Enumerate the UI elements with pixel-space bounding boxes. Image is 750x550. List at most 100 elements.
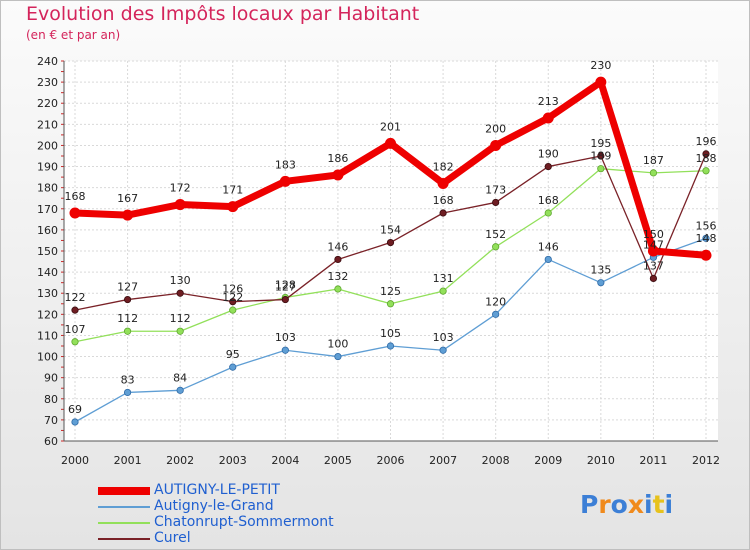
y-tick-label: 200 [37,139,58,152]
data-point-curel [702,150,710,158]
data-label-autigny-le-petit: 172 [170,182,191,195]
data-label-curel: 127 [275,281,296,294]
data-point-curel [71,306,79,314]
y-tick-label: 130 [37,287,58,300]
data-label-chatonrupt-sommermont: 188 [696,152,717,165]
data-point-chatonrupt-sommermont [71,338,79,346]
y-tick-label: 180 [37,182,58,195]
data-label-chatonrupt-sommermont: 112 [117,312,138,325]
data-labels: 168 167 172 171 183 186 201 182 200 213 230 150 148 6… [65,59,717,416]
data-point-chatonrupt-sommermont [492,243,500,251]
y-tick-label: 150 [37,245,58,258]
data-label-curel: 126 [222,283,243,296]
data-point-autigny-le-grand [229,363,237,371]
legend-swatch [98,506,150,508]
data-label-autigny-le-petit: 213 [538,95,559,108]
x-tick-label: 2011 [639,454,667,467]
data-point-autigny-le-grand [597,279,605,287]
data-label-chatonrupt-sommermont: 112 [170,312,191,325]
data-label-autigny-le-grand: 135 [590,264,611,277]
data-label-curel: 196 [696,135,717,148]
data-label-curel: 154 [380,224,401,237]
data-point-autigny-le-grand [386,342,395,350]
x-tick-label: 2006 [377,454,405,467]
data-label-autigny-le-petit: 167 [117,192,138,205]
legend-label: Autigny-le-Grand [154,498,274,514]
data-point-chatonrupt-sommermont [597,165,605,173]
data-point-autigny-le-grand [334,352,342,361]
y-tick-label: 170 [37,203,58,216]
data-label-autigny-le-grand: 120 [485,295,506,308]
data-point-autigny-le-petit [69,207,81,219]
data-point-curel [229,298,237,306]
y-tick-label: 240 [37,55,58,68]
y-tick-label: 140 [37,266,58,279]
data-label-autigny-le-petit: 168 [65,190,86,203]
y-tick-label: 230 [37,76,58,89]
data-point-chatonrupt-sommermont [649,169,658,177]
data-point-curel [649,274,658,283]
data-label-curel: 173 [485,183,506,196]
data-label-autigny-le-grand: 105 [380,327,401,340]
data-label-autigny-le-grand: 83 [121,373,135,386]
data-label-chatonrupt-sommermont: 131 [433,272,454,285]
data-label-autigny-le-grand: 156 [696,219,717,232]
data-point-curel [334,255,342,264]
data-label-chatonrupt-sommermont: 122 [222,291,243,304]
data-label-autigny-le-grand: 147 [643,238,664,251]
y-tick-label: 160 [37,224,58,237]
logo-letter: r [598,490,611,519]
data-point-autigny-le-grand [281,346,289,354]
data-point-autigny-le-petit [174,199,186,211]
chart-subtitle: (en € et par an) [26,28,121,42]
legend-swatch [98,487,150,495]
y-tick-label: 60 [44,435,58,448]
data-label-curel: 122 [65,291,86,304]
data-point-autigny-le-grand [492,310,500,318]
y-tick-label: 90 [44,372,58,385]
data-label-autigny-le-petit: 148 [696,232,717,245]
data-point-autigny-le-petit [332,169,344,181]
y-tick-label: 80 [44,393,58,406]
data-label-autigny-le-petit: 171 [222,184,243,197]
logo-letter: i [644,490,653,519]
data-point-curel [439,209,447,217]
legend-swatch [98,522,150,524]
x-tick-label: 2012 [692,454,720,467]
y-tick-label: 210 [37,118,58,131]
y-tick-label: 100 [37,351,58,364]
x-tick-label: 2003 [219,454,247,467]
data-point-curel [176,289,184,297]
data-point-autigny-le-grand [71,418,79,426]
data-label-chatonrupt-sommermont: 132 [327,270,348,283]
data-point-chatonrupt-sommermont [123,327,132,335]
series-lines [69,76,712,426]
data-point-autigny-le-grand [176,386,184,394]
data-label-curel: 137 [643,259,664,272]
data-label-autigny-le-petit: 183 [275,158,296,171]
data-point-autigny-le-grand [439,346,447,354]
data-point-autigny-le-grand [702,234,710,242]
data-label-autigny-le-petit: 182 [433,160,454,173]
chart-title: Evolution des Impôts locaux par Habitant [26,3,420,25]
x-tick-label: 2002 [166,454,194,467]
data-point-chatonrupt-sommermont [229,306,237,314]
data-label-chatonrupt-sommermont: 152 [485,228,506,241]
data-label-autigny-le-grand: 100 [327,338,348,351]
data-label-autigny-le-grand: 95 [226,348,240,361]
data-point-autigny-le-petit [595,76,607,88]
x-tick-label: 2001 [114,454,142,467]
data-point-autigny-le-petit [279,175,291,187]
data-point-autigny-le-grand [544,255,552,264]
data-point-curel [544,162,552,171]
data-point-autigny-le-petit [437,177,449,189]
data-point-autigny-le-grand [123,388,132,397]
logo-letter: t [652,490,665,519]
data-point-chatonrupt-sommermont [386,300,395,308]
y-tick-label: 220 [37,97,58,110]
logo-letter: P [580,490,599,519]
data-point-autigny-le-petit [490,139,502,151]
data-label-autigny-le-petit: 186 [327,152,348,165]
x-tick-label: 2009 [534,454,562,467]
legend-swatch [98,538,150,540]
